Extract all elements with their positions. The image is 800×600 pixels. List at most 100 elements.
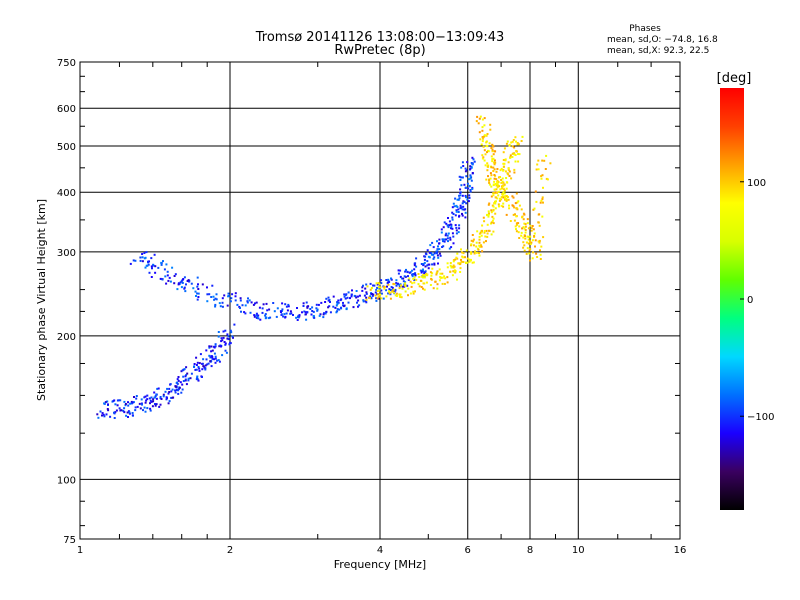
- echo-point: [522, 218, 525, 221]
- echo-point: [486, 232, 489, 235]
- echo-point: [533, 207, 536, 210]
- echo-point: [287, 303, 290, 306]
- echo-point: [230, 331, 233, 334]
- echo-point: [456, 206, 459, 208]
- echo-point: [498, 205, 500, 208]
- echo-point: [372, 284, 375, 287]
- echo-point: [484, 153, 487, 156]
- echo-point: [453, 205, 456, 208]
- echo-point: [509, 154, 512, 157]
- echo-point: [197, 379, 200, 382]
- echo-point: [501, 180, 504, 183]
- echo-point: [388, 288, 391, 291]
- echo-point: [545, 177, 548, 180]
- echo-point: [275, 315, 278, 318]
- echo-point: [487, 215, 490, 218]
- echo-point: [446, 266, 449, 269]
- echo-point: [355, 296, 358, 299]
- echo-point: [336, 301, 339, 304]
- echo-point: [297, 316, 300, 319]
- echo-point: [310, 313, 313, 316]
- echo-point: [311, 306, 314, 309]
- echo-point: [296, 319, 299, 321]
- echo-point: [486, 169, 489, 172]
- echo-point: [246, 300, 249, 303]
- echo-point: [312, 315, 315, 317]
- echo-point: [312, 310, 315, 313]
- echo-point: [412, 290, 415, 293]
- echo-point: [247, 297, 249, 300]
- echo-point: [151, 405, 154, 408]
- echo-point: [502, 165, 505, 168]
- echo-point: [478, 232, 481, 235]
- echo-point: [493, 168, 496, 171]
- echo-point: [433, 263, 436, 266]
- echo-point: [173, 275, 176, 277]
- echo-point: [101, 414, 103, 417]
- echo-point: [493, 159, 496, 162]
- echo-point: [500, 196, 503, 198]
- echo-point: [127, 416, 129, 418]
- echo-point: [516, 208, 519, 211]
- echo-point: [185, 374, 188, 377]
- echo-point: [515, 222, 518, 225]
- echo-point: [486, 165, 489, 168]
- echo-point: [483, 231, 486, 234]
- echo-point: [403, 285, 406, 288]
- echo-point: [512, 152, 515, 155]
- echo-point: [464, 186, 467, 189]
- echo-point: [493, 163, 496, 166]
- echo-point: [446, 276, 449, 279]
- echo-point: [208, 345, 211, 348]
- echo-point: [488, 179, 491, 182]
- echo-point: [239, 297, 242, 300]
- echo-point: [444, 277, 447, 280]
- echo-point: [529, 240, 531, 243]
- echo-point: [436, 254, 439, 257]
- echo-point: [229, 300, 232, 303]
- echo-point: [163, 268, 166, 271]
- echo-point: [317, 303, 320, 306]
- echo-point: [541, 198, 544, 201]
- echo-point: [454, 224, 457, 227]
- echo-point: [180, 391, 183, 394]
- echo-point: [501, 177, 504, 180]
- echo-point: [218, 360, 221, 363]
- echo-point: [452, 270, 455, 273]
- echo-point: [214, 361, 217, 364]
- echo-point: [465, 202, 468, 205]
- echo-point: [357, 305, 359, 308]
- echo-point: [471, 261, 474, 264]
- echo-point: [460, 166, 463, 169]
- x-tick-label: 16: [674, 545, 687, 556]
- echo-point: [176, 378, 179, 381]
- echo-point: [204, 368, 207, 371]
- echo-point: [223, 294, 226, 297]
- echo-point: [460, 248, 462, 251]
- echo-point: [499, 176, 501, 178]
- echo-point: [96, 413, 99, 416]
- echo-point: [459, 262, 462, 265]
- echo-point: [415, 257, 418, 260]
- echo-point: [166, 270, 169, 273]
- echo-point: [328, 305, 331, 308]
- echo-point: [478, 252, 480, 255]
- echo-point: [327, 296, 330, 299]
- echo-point: [500, 179, 503, 181]
- echo-point: [408, 271, 411, 274]
- echo-point: [475, 120, 478, 123]
- echo-point: [508, 175, 511, 177]
- echo-point: [378, 289, 381, 292]
- echo-point: [280, 313, 283, 316]
- echo-point: [226, 304, 229, 307]
- echo-point: [154, 395, 157, 398]
- echo-point: [443, 282, 446, 285]
- echo-point: [198, 367, 201, 370]
- echo-point: [481, 140, 484, 143]
- echo-point: [255, 312, 258, 315]
- echo-point: [507, 161, 510, 164]
- echo-point: [320, 301, 323, 304]
- echo-point: [511, 140, 514, 143]
- echo-point: [469, 259, 472, 262]
- echo-point: [472, 244, 475, 247]
